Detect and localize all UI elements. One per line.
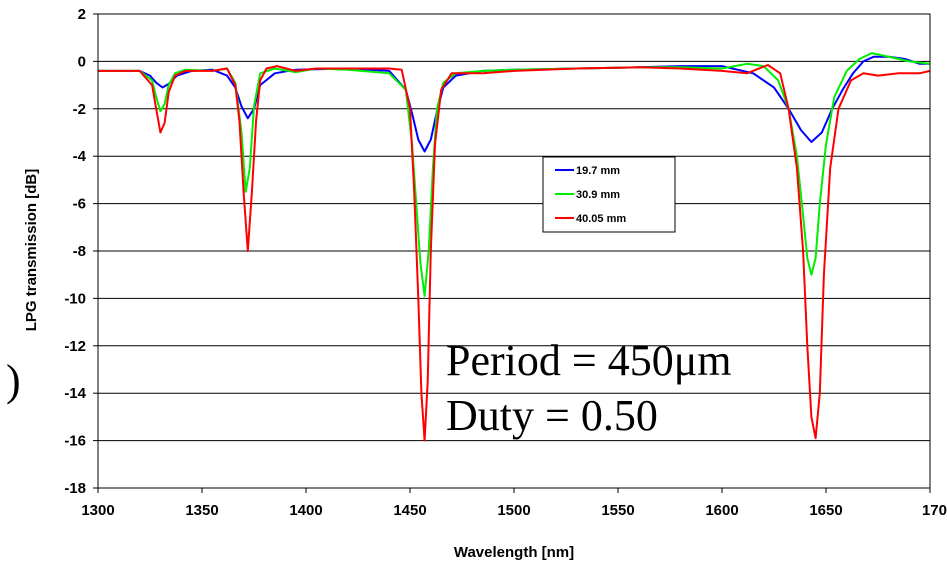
series-line-1: [98, 52, 931, 297]
y-tick-label: -6: [73, 196, 86, 213]
x-tick-label: 1650: [809, 502, 842, 519]
x-tick-label: 1400: [289, 502, 322, 519]
y-tick-label: -2: [73, 101, 86, 118]
y-tick-label: -16: [64, 433, 86, 450]
y-axis-title: LPG transmission [dB]: [23, 169, 40, 332]
y-tick-label: -12: [64, 338, 86, 355]
y-tick-label: -14: [64, 385, 86, 402]
legend-label-0: 19.7 mm: [576, 165, 620, 177]
x-tick-label: 1500: [497, 502, 530, 519]
x-tick-label: 170: [922, 502, 947, 519]
series-layer: [98, 52, 931, 442]
legend-label-1: 30.9 mm: [576, 189, 620, 201]
x-tick-label: 1300: [81, 502, 114, 519]
y-tick-label: -18: [64, 480, 86, 497]
stray-paren-mark: ): [6, 356, 21, 405]
y-tick-label: -10: [64, 290, 86, 307]
annotation-period: Period = 450μm: [446, 336, 732, 385]
legend: 19.7 mm 30.9 mm 40.05 mm: [542, 156, 676, 233]
x-tick-label: 1450: [393, 502, 426, 519]
x-tick-label: 1550: [601, 502, 634, 519]
axis-ticks: [93, 13, 931, 493]
x-tick-labels: 1300 1350 1400 1450 1500 1550 1600 1650 170: [81, 502, 947, 519]
x-tick-label: 1600: [705, 502, 738, 519]
y-tick-labels: 2 0 -2 -4 -6 -8 -10 -12 -14 -16 -18: [64, 6, 86, 497]
x-axis-title: Wavelength [nm]: [454, 544, 574, 561]
y-tick-label: -4: [73, 148, 87, 165]
series-line-2: [98, 64, 931, 442]
annotation-duty: Duty = 0.50: [446, 391, 658, 440]
y-tick-label: 0: [78, 53, 86, 70]
y-tick-label: 2: [78, 6, 86, 23]
legend-label-2: 40.05 mm: [576, 213, 626, 225]
y-tick-label: -8: [73, 243, 86, 260]
x-tick-label: 1350: [185, 502, 218, 519]
